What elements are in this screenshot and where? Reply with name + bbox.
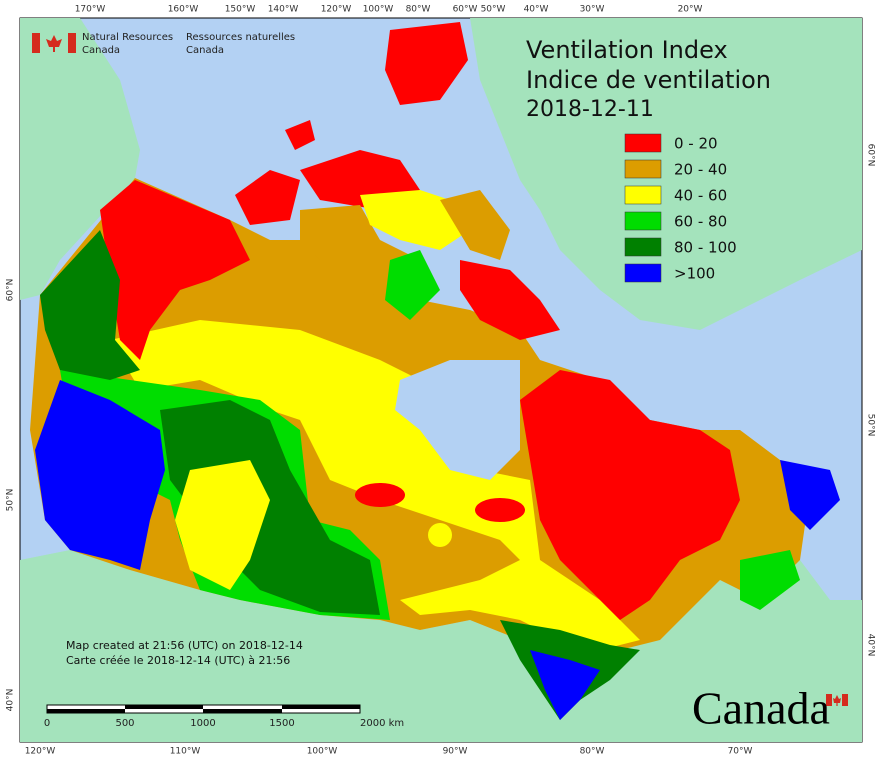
latitude-label: 40°N <box>6 689 16 712</box>
agency-en: Canada <box>82 45 120 56</box>
arctic-island <box>235 170 300 225</box>
scale-bar-segment <box>282 705 360 709</box>
flag-bar <box>68 33 76 53</box>
zone-darkgreen-yukon <box>40 230 140 380</box>
longitude-label: 60°W <box>453 5 478 15</box>
arctic-island <box>285 120 315 150</box>
map-frame <box>19 17 863 743</box>
agency-en: Natural Resources <box>82 32 173 43</box>
longitude-label: 120°W <box>25 747 56 757</box>
note: Carte créée le 2018-12-14 (UTC) à 21:56 <box>66 654 290 667</box>
scale-label: 1000 <box>190 718 215 729</box>
longitude-label: 80°W <box>406 5 431 15</box>
legend-label: >100 <box>674 265 715 283</box>
legend-label: 60 - 80 <box>674 213 727 231</box>
zone-blue-newfoundland <box>780 460 840 530</box>
legend-swatch <box>624 263 662 283</box>
arctic-island <box>385 250 440 320</box>
longitude-label: 30°W <box>580 5 605 15</box>
zone-yellow-prairie <box>175 460 270 590</box>
flag-logo <box>32 33 848 706</box>
wordmark: Canada <box>692 683 830 734</box>
zone-blue-bc <box>35 380 165 570</box>
latitude-label: 60°N <box>6 279 16 302</box>
longitude-label: 140°W <box>268 5 299 15</box>
title: Indice de ventilation <box>526 66 771 94</box>
flag-bar <box>826 694 832 706</box>
flag-bar <box>32 33 40 53</box>
legend-label: 80 - 100 <box>674 239 737 257</box>
flag-bar <box>842 694 848 706</box>
longitude-label: 20°W <box>678 5 703 15</box>
zone-blue-ontario <box>530 650 600 720</box>
latitude-label: 60°N <box>866 144 876 167</box>
longitude-label: 80°W <box>580 747 605 757</box>
legend-label: 20 - 40 <box>674 161 727 179</box>
legend-swatch <box>624 185 662 205</box>
scale-bar-segment <box>47 709 125 713</box>
legend-label: 40 - 60 <box>674 187 727 205</box>
longitude-label: 50°W <box>481 5 506 15</box>
longitude-label: 100°W <box>363 5 394 15</box>
zone-red-yukon <box>100 180 250 360</box>
greenland <box>470 18 862 330</box>
zone-yellow-spot <box>428 523 452 547</box>
zone-red-quebec <box>520 370 740 620</box>
zone-red-spot <box>355 483 405 507</box>
arctic-island <box>440 190 510 260</box>
latitude-label: 50°N <box>866 414 876 437</box>
hudson-bay <box>395 360 520 480</box>
legend-label: 0 - 20 <box>674 135 718 153</box>
arctic-island <box>460 260 560 340</box>
legend-swatch <box>624 159 662 179</box>
scale-bar <box>46 704 361 714</box>
legend-swatch <box>624 237 662 257</box>
longitude-label: 70°W <box>728 747 753 757</box>
title: Ventilation Index <box>526 36 728 64</box>
scale-label: 0 <box>44 718 50 729</box>
note: Map created at 21:56 (UTC) on 2018-12-14 <box>66 639 303 652</box>
longitude-label: 120°W <box>321 5 352 15</box>
scale-bar-segment <box>203 709 282 713</box>
longitude-label: 90°W <box>443 747 468 757</box>
longitude-label: 150°W <box>225 5 256 15</box>
alaska <box>20 18 140 300</box>
agency-fr: Ressources naturelles <box>186 32 295 43</box>
longitude-label: 110°W <box>170 747 201 757</box>
arctic-island <box>385 22 468 105</box>
usa <box>20 550 862 742</box>
latitude-label: 50°N <box>6 489 16 512</box>
date: 2018-12-11 <box>526 97 654 122</box>
zone-green-maritimes <box>740 550 800 610</box>
legend-swatch <box>624 133 662 153</box>
flag-leaf <box>46 35 62 52</box>
longitude-label: 160°W <box>168 5 199 15</box>
scale-label: 2000 km <box>360 718 404 729</box>
longitude-label: 40°W <box>524 5 549 15</box>
longitude-label: 170°W <box>75 5 106 15</box>
arctic-island <box>360 190 470 250</box>
longitude-label: 100°W <box>307 747 338 757</box>
scale-label: 500 <box>115 718 134 729</box>
agency-fr: Canada <box>186 45 224 56</box>
zone-red-spot <box>475 498 525 522</box>
scale-bar-segment <box>125 705 203 709</box>
flag-leaf <box>833 695 841 706</box>
scale-label: 1500 <box>269 718 294 729</box>
latitude-label: 40°N <box>866 634 876 657</box>
zone-darkgreen <box>160 400 380 615</box>
legend-swatch <box>624 211 662 231</box>
